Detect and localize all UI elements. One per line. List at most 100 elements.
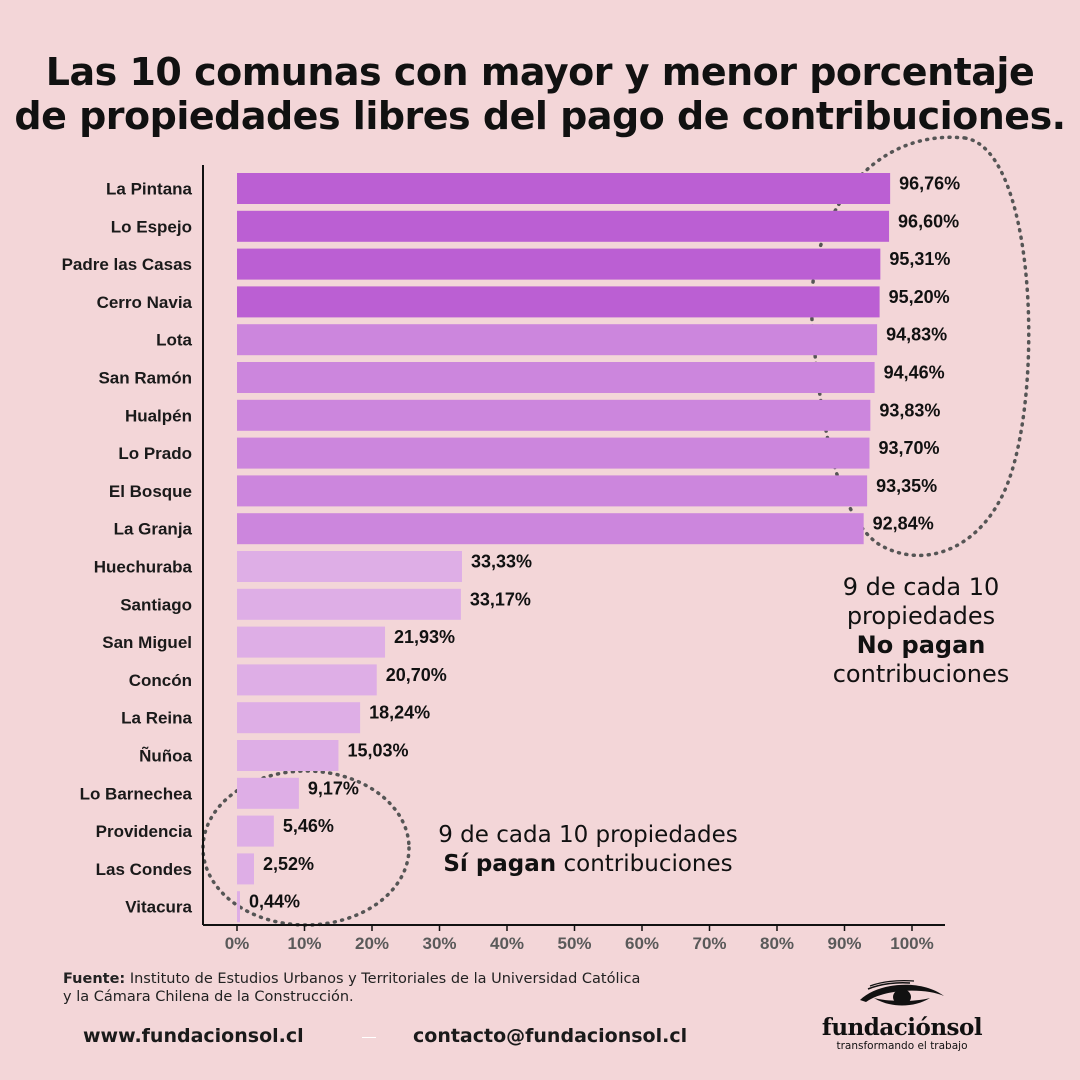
value-label: 20,70% (386, 665, 447, 685)
value-label: 33,17% (470, 589, 531, 609)
x-tick-label: 30% (422, 934, 456, 953)
category-label: Huechuraba (94, 558, 193, 577)
category-labels: La Pintana Lo Espejo Padre las Casas Cerro … (62, 180, 193, 917)
value-label: 94,46% (884, 363, 945, 383)
value-label: 21,93% (394, 627, 455, 647)
bar-santiago (237, 588, 461, 620)
top-group-annotation: 9 de cada 10 propiedades No pagan contri… (812, 573, 1030, 689)
value-label: 95,31% (889, 249, 950, 269)
category-label: San Miguel (102, 633, 192, 652)
value-label: 96,60% (898, 211, 959, 231)
top-annotation-line-4: contribuciones (832, 660, 1010, 688)
value-label: 2,52% (263, 854, 314, 874)
x-tick-label: 40% (490, 934, 524, 953)
bottom-annotation-line-2: Sí pagan contribuciones (418, 850, 758, 879)
category-label: Lo Espejo (111, 217, 192, 236)
footer-separator (362, 1037, 376, 1038)
bar-san-ramón (237, 362, 875, 393)
chart-title-line-2: de propiedades libres del pago de contri… (14, 94, 1066, 138)
category-label: Cerro Navia (97, 293, 193, 312)
x-tick-label: 80% (760, 934, 794, 953)
bar-huechuraba (237, 551, 462, 582)
category-label: Lo Barnechea (80, 784, 193, 803)
category-label: Vitacura (125, 898, 192, 917)
value-label: 0,44% (249, 892, 300, 912)
bar-lo-espejo (237, 210, 890, 242)
category-label: Hualpén (125, 406, 192, 425)
email-link[interactable]: contacto@fundacionsol.cl (413, 1025, 688, 1047)
source-line-1: Fuente: Instituto de Estudios Urbanos y … (63, 970, 640, 988)
source-text-1: Instituto de Estudios Urbanos y Territor… (125, 971, 641, 987)
bottom-group-ellipse (201, 769, 411, 927)
x-tick-label: 0% (225, 934, 250, 953)
source-line-2: y la Cámara Chilena de la Construcción. (63, 989, 354, 1005)
top-annotation-bold: No pagan (856, 631, 986, 659)
category-label: San Ramón (98, 369, 192, 388)
value-label: 15,03% (347, 741, 408, 761)
category-label: Lo Prado (118, 444, 192, 463)
value-label: 95,20% (889, 287, 950, 307)
value-label: 5,46% (283, 816, 334, 836)
bar-hualpén (237, 399, 871, 431)
eye-icon (860, 980, 944, 1006)
website-link[interactable]: www.fundacionsol.cl (83, 1025, 304, 1047)
bar-providencia (237, 815, 274, 847)
x-tick-label: 70% (692, 934, 726, 953)
category-label: El Bosque (109, 482, 192, 501)
value-label: 18,24% (369, 703, 430, 723)
bar-ñuñoa (237, 740, 339, 771)
bar-lo-prado (237, 437, 870, 469)
bar-la-granja (237, 513, 864, 545)
source-note: Fuente: Instituto de Estudios Urbanos y … (63, 970, 640, 1006)
value-label: 93,70% (878, 438, 939, 458)
category-label: Lota (156, 331, 192, 350)
bar-san-miguel (237, 626, 386, 658)
logo-tagline: transformando el trabajo (836, 1040, 968, 1052)
category-label: La Pintana (106, 180, 193, 199)
x-tick-label: 10% (287, 934, 321, 953)
value-label: 93,35% (876, 476, 937, 496)
x-tick-label: 50% (557, 934, 591, 953)
bar-la-pintana (237, 173, 891, 204)
source-label: Fuente: (63, 971, 126, 987)
fundacion-sol-logo: fundaciónsol transformando el trabajo (812, 980, 992, 1055)
top-annotation-line-3: No pagan (812, 631, 1030, 660)
bar-vitacura (237, 891, 240, 923)
bar-padre-las-casas (237, 248, 881, 280)
chart-title-line-1: Las 10 comunas con mayor y menor porcent… (45, 50, 1035, 94)
category-label: Providencia (96, 822, 193, 841)
category-label: Concón (129, 671, 192, 690)
x-ticks: 0% 10% 20% 30% 40% 50% 60% 70% 80% 90% 100% (225, 925, 934, 953)
bar-lota (237, 324, 878, 356)
logo-name: fundaciónsol (821, 1014, 983, 1041)
value-label: 96,76% (899, 174, 960, 194)
bottom-annotation-bold: Sí pagan (443, 851, 557, 877)
bottom-annotation-rest: contribuciones (556, 851, 733, 877)
category-label: Santiago (120, 595, 192, 614)
bar-la-reina (237, 702, 361, 734)
x-tick-label: 90% (827, 934, 861, 953)
category-label: Las Condes (96, 860, 192, 879)
value-labels: 96,76% 96,60% 95,31% 95,20% 94,83% 94,46% 93,8… (249, 174, 960, 912)
bar-las-condes (237, 853, 255, 885)
value-label: 94,83% (886, 325, 947, 345)
value-label: 92,84% (873, 514, 934, 534)
value-label: 9,17% (308, 778, 359, 798)
bar-concón (237, 664, 377, 696)
category-label: Padre las Casas (62, 255, 192, 274)
bars-group (237, 173, 891, 923)
category-label: La Reina (121, 709, 192, 728)
bottom-group-annotation: 9 de cada 10 propiedades Sí pagan contri… (418, 821, 758, 879)
x-tick-label: 100% (890, 934, 933, 953)
bottom-annotation-line-1: 9 de cada 10 propiedades (438, 822, 738, 848)
category-label: Ñuñoa (139, 746, 192, 766)
value-label: 33,33% (471, 552, 532, 572)
bar-el-bosque (237, 475, 868, 507)
x-tick-label: 20% (355, 934, 389, 953)
top-annotation-line-1: 9 de cada 10 (842, 573, 1000, 601)
chart-title: Las 10 comunas con mayor y menor porcent… (0, 50, 1080, 138)
category-label: La Granja (114, 520, 193, 539)
top-annotation-line-2: propiedades (846, 602, 996, 630)
bar-lo-barnechea (237, 777, 299, 809)
